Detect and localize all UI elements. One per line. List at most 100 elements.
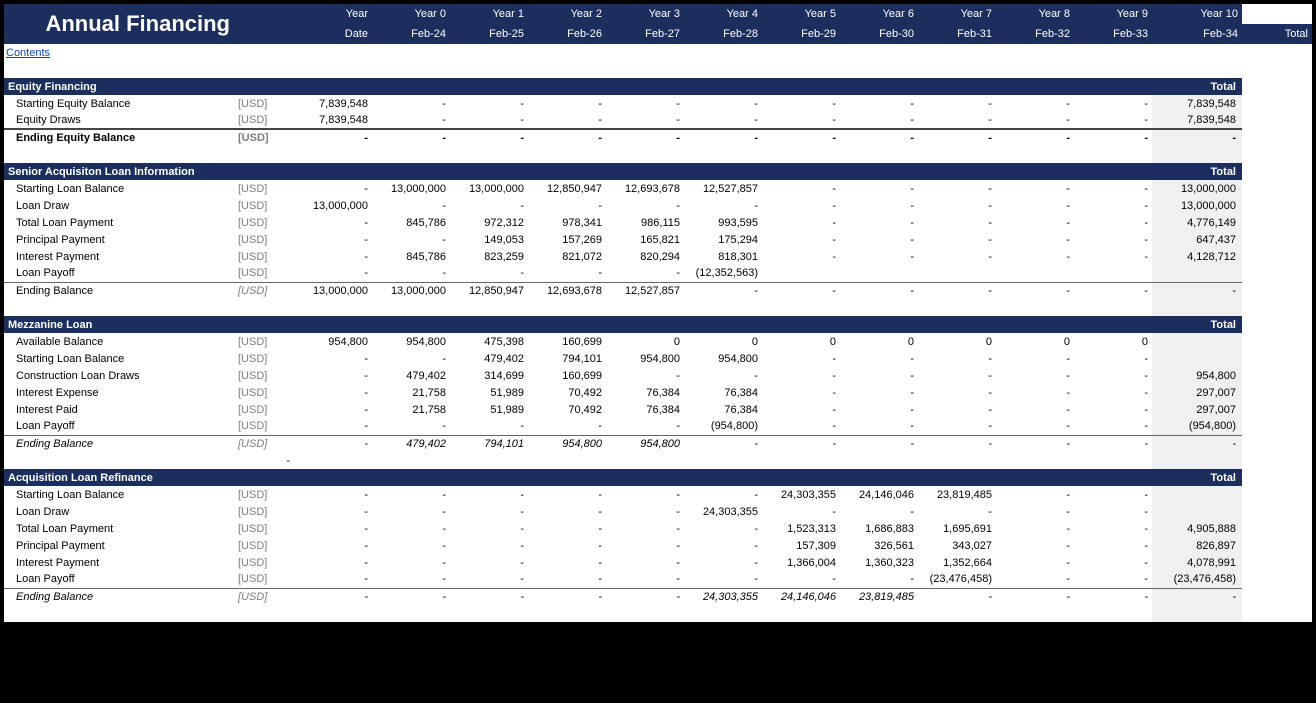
cell: - (294, 367, 372, 384)
table-row: Interest Expense[USD]-21,75851,98970,492… (4, 384, 1312, 401)
section-header: Equity FinancingTotal (4, 78, 1312, 95)
cell: 12,693,678 (528, 282, 606, 299)
date-2: Feb-26 (528, 24, 606, 44)
cell: - (450, 418, 528, 435)
cell: - (762, 282, 840, 299)
cell: - (918, 180, 996, 197)
cell: - (294, 180, 372, 197)
cell: - (840, 418, 918, 435)
table-row: Loan Draw[USD]-----24,303,355----- (4, 503, 1312, 520)
row-label: Loan Payoff (4, 265, 234, 282)
cell: - (606, 554, 684, 571)
cell: - (606, 265, 684, 282)
cell: - (1074, 418, 1152, 435)
date-0: Feb-24 (372, 24, 450, 44)
row-total: (23,476,458) (1152, 571, 1242, 588)
cell: 12,850,947 (528, 180, 606, 197)
year-1: Year 1 (450, 4, 528, 24)
cell: - (528, 112, 606, 129)
cell: - (372, 537, 450, 554)
date-8: Feb-32 (996, 24, 1074, 44)
cell: - (762, 197, 840, 214)
cell: 160,699 (528, 333, 606, 350)
cell: - (918, 197, 996, 214)
cell: - (1074, 95, 1152, 112)
table-row: Ending Balance[USD]13,000,00013,000,0001… (4, 282, 1312, 299)
cell: - (372, 265, 450, 282)
cell: - (1074, 537, 1152, 554)
cell: - (294, 571, 372, 588)
year-10: Year 10 (1152, 4, 1242, 24)
table-row: Starting Loan Balance[USD]------24,303,3… (4, 486, 1312, 503)
cell: - (996, 588, 1074, 605)
cell: - (996, 112, 1074, 129)
cell: 823,259 (450, 248, 528, 265)
row-total: 7,839,548 (1152, 112, 1242, 129)
cell: - (294, 401, 372, 418)
date-7: Feb-31 (918, 24, 996, 44)
cell: - (996, 282, 1074, 299)
year-7: Year 7 (918, 4, 996, 24)
cell: - (684, 367, 762, 384)
cell: - (1074, 180, 1152, 197)
row-unit: [USD] (234, 231, 294, 248)
row-unit: [USD] (234, 418, 294, 435)
row-unit: [USD] (234, 265, 294, 282)
section-total-label: Total (1152, 78, 1242, 95)
row-label: Starting Loan Balance (4, 486, 234, 503)
cell: 794,101 (450, 435, 528, 452)
contents-link[interactable]: Contents (6, 47, 50, 59)
cell: 0 (996, 333, 1074, 350)
cell: - (840, 401, 918, 418)
cell: - (450, 588, 528, 605)
cell: 157,309 (762, 537, 840, 554)
row-total: - (1152, 435, 1242, 452)
cell: - (840, 384, 918, 401)
cell: - (294, 350, 372, 367)
cell: 24,146,046 (762, 588, 840, 605)
date-10: Feb-34 (1152, 24, 1242, 44)
table-row: Interest Payment[USD]-845,786823,259821,… (4, 248, 1312, 265)
row-label: Principal Payment (4, 231, 234, 248)
cell: 475,398 (450, 333, 528, 350)
cell: - (294, 248, 372, 265)
row-unit: [USD] (234, 333, 294, 350)
cell: 479,402 (372, 435, 450, 452)
cell: - (1074, 384, 1152, 401)
cell: 845,786 (372, 248, 450, 265)
cell: - (294, 503, 372, 520)
table-row: Loan Payoff[USD]--------(23,476,458)--(2… (4, 571, 1312, 588)
cell: - (606, 129, 684, 146)
cell: - (918, 231, 996, 248)
cell: - (840, 214, 918, 231)
date-3: Feb-27 (606, 24, 684, 44)
cell: - (528, 503, 606, 520)
cell: - (1074, 282, 1152, 299)
section-header: Acquisition Loan RefinanceTotal (4, 469, 1312, 486)
year-8: Year 8 (996, 4, 1074, 24)
row-unit: [USD] (234, 520, 294, 537)
row-unit: [USD] (234, 435, 294, 452)
cell: - (450, 112, 528, 129)
cell: - (996, 197, 1074, 214)
cell: - (528, 129, 606, 146)
cell: - (918, 214, 996, 231)
cell: 314,699 (450, 367, 528, 384)
cell: - (684, 129, 762, 146)
row-total: 7,839,548 (1152, 95, 1242, 112)
cell: 1,352,664 (918, 554, 996, 571)
cell: - (762, 248, 840, 265)
cell: 954,800 (372, 333, 450, 350)
cell: - (918, 248, 996, 265)
row-unit: [USD] (234, 180, 294, 197)
cell: - (762, 180, 840, 197)
cell: - (606, 520, 684, 537)
cell: - (684, 112, 762, 129)
cell: 76,384 (684, 401, 762, 418)
date-6: Feb-30 (840, 24, 918, 44)
cell: - (996, 571, 1074, 588)
cell: - (1074, 197, 1152, 214)
cell: 326,561 (840, 537, 918, 554)
cell: - (372, 520, 450, 537)
cell: 24,303,355 (684, 503, 762, 520)
